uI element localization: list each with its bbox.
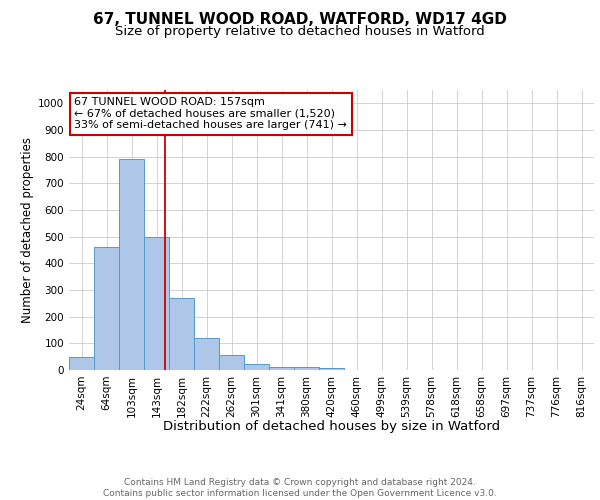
Bar (319, 368, 344, 370)
Text: Contains HM Land Registry data © Crown copyright and database right 2024.
Contai: Contains HM Land Registry data © Crown c… (103, 478, 497, 498)
Bar (119, 160, 144, 370)
X-axis label: Distribution of detached houses by size in Watford: Distribution of detached houses by size … (163, 420, 500, 433)
Bar (194, 338, 219, 370)
Bar (219, 356, 244, 370)
Bar (144, 236, 169, 370)
Bar (94, 248, 119, 370)
Text: 67 TUNNEL WOOD ROAD: 157sqm
← 67% of detached houses are smaller (1,520)
33% of : 67 TUNNEL WOOD ROAD: 157sqm ← 67% of det… (74, 97, 347, 130)
Bar (294, 367, 319, 370)
Bar (244, 364, 269, 370)
Bar (169, 298, 194, 370)
Bar (269, 367, 294, 370)
Y-axis label: Number of detached properties: Number of detached properties (21, 137, 34, 323)
Text: Size of property relative to detached houses in Watford: Size of property relative to detached ho… (115, 25, 485, 38)
Text: 67, TUNNEL WOOD ROAD, WATFORD, WD17 4GD: 67, TUNNEL WOOD ROAD, WATFORD, WD17 4GD (93, 12, 507, 28)
Bar (69, 356, 94, 370)
